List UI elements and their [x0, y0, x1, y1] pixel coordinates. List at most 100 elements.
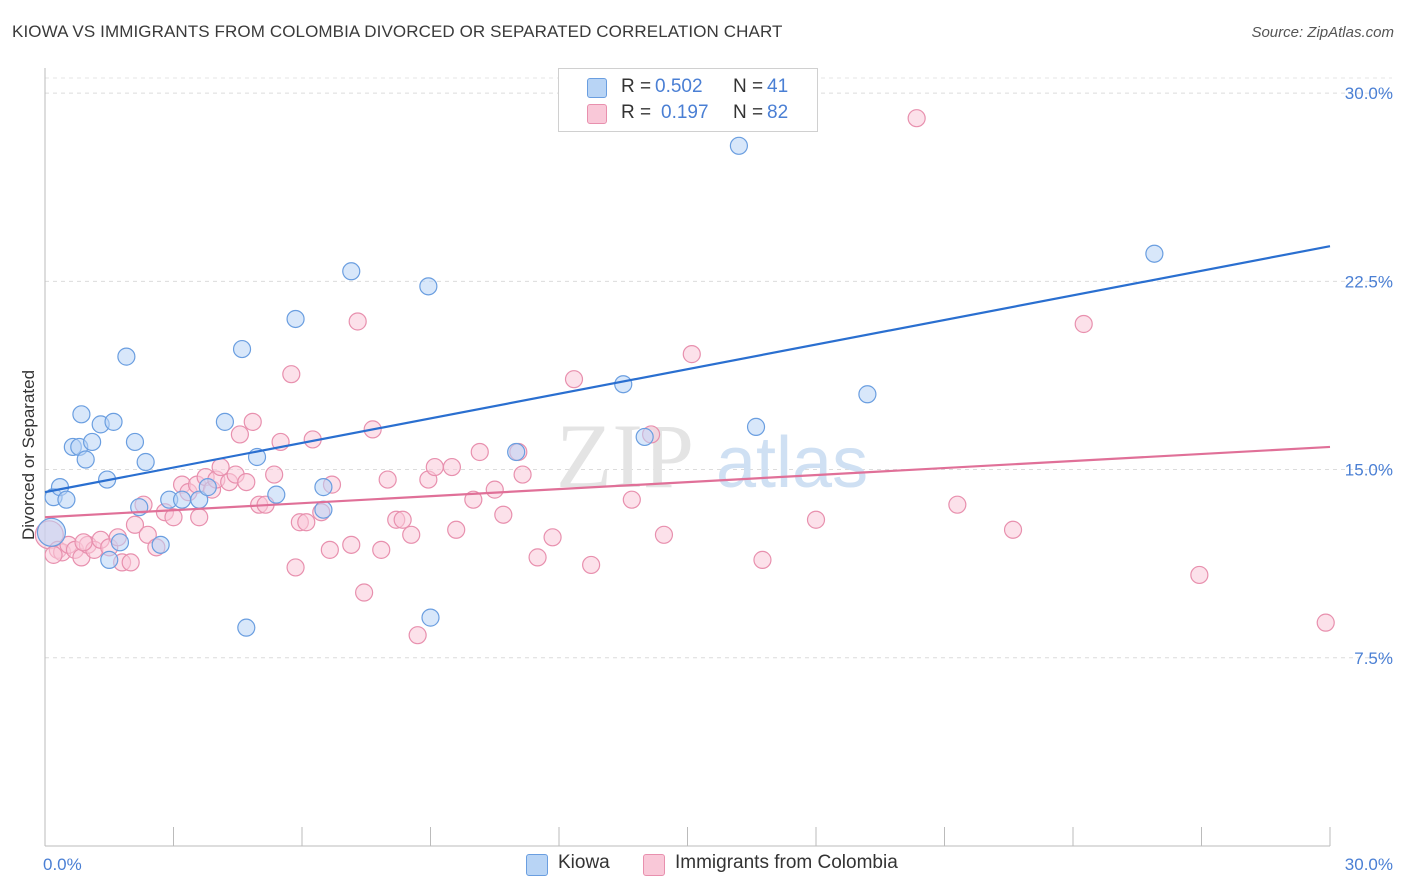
colombia-point [622, 490, 641, 509]
kiowa-point [57, 490, 76, 509]
colombia-point [753, 550, 772, 569]
kiowa-point [117, 347, 136, 366]
kiowa-point [215, 412, 234, 431]
colombia-point [543, 528, 562, 547]
colombia-point [408, 626, 427, 645]
colombia-point [464, 490, 483, 509]
x-tick-labels: 0.0% 30.0% [43, 855, 1393, 874]
series-colombia-points [34, 109, 1335, 645]
kiowa-point [507, 442, 526, 462]
legend-swatch-kiowa [587, 78, 607, 98]
colombia-trend-line [44, 445, 1331, 519]
kiowa-point [267, 485, 286, 504]
legend-r-value: 0.502 [655, 76, 703, 97]
grid-lines [45, 77, 1392, 659]
colombia-point [654, 525, 674, 544]
colombia-point [44, 545, 63, 564]
axes [44, 68, 1331, 847]
legend-swatch-kiowa [526, 854, 548, 876]
kiowa-point [72, 405, 91, 424]
colombia-point [138, 525, 157, 544]
kiowa-point [419, 277, 438, 296]
colombia-point [237, 472, 256, 492]
colombia-point [265, 465, 284, 484]
kiowa-point [83, 432, 102, 452]
colombia-point [74, 533, 93, 552]
y-tick-label: 7.5% [1354, 649, 1393, 668]
series-legend: Kiowa Immigrants from Colombia [0, 852, 1406, 878]
colombia-point [164, 508, 183, 527]
legend-r-label: R = [621, 102, 652, 123]
legend-row-colombia: R = 0.197 N = 82 [559, 101, 817, 127]
kiowa-point [421, 608, 440, 627]
kiowa-point [172, 490, 192, 509]
colombia-point [948, 495, 967, 514]
kiowa-point [729, 136, 749, 155]
colombia-point [282, 365, 301, 384]
kiowa-point [198, 478, 217, 497]
colombia-point [286, 558, 305, 577]
colombia-point [402, 525, 421, 544]
colombia-point [447, 520, 466, 539]
y-tick-label: 22.5% [1345, 272, 1393, 291]
colombia-point [564, 370, 584, 389]
kiowa-point [151, 535, 170, 554]
source-label: Source: ZipAtlas.com [1251, 24, 1394, 41]
colombia-point [348, 312, 367, 331]
kiowa-point [136, 452, 155, 472]
watermark: ZIP atlas [556, 405, 868, 507]
kiowa-point [1145, 244, 1164, 263]
y-tick-label: 15.0% [1345, 461, 1393, 480]
colombia-point [907, 109, 926, 128]
y-tick-labels: 7.5% 15.0% 22.5% 30.0% [1345, 84, 1393, 668]
colombia-point [125, 515, 145, 534]
correlation-legend: R = 0.502 N = 41 R = 0.197 N = 82 [558, 68, 818, 132]
kiowa-point [104, 412, 123, 431]
kiowa-point [614, 375, 633, 394]
colombia-point [682, 345, 701, 364]
colombia-point [582, 555, 601, 575]
colombia-point [320, 540, 339, 559]
legend-swatch-colombia [587, 104, 607, 124]
legend-label-colombia: Immigrants from Colombia [675, 852, 898, 873]
chart-title: KIOWA VS IMMIGRANTS FROM COLOMBIA DIVORC… [12, 22, 783, 41]
colombia-point [378, 470, 397, 489]
colombia-point [485, 480, 504, 499]
colombia-point [1316, 613, 1335, 632]
y-axis-label: Divorced or Separated [19, 370, 38, 540]
colombia-point [470, 442, 489, 462]
colombia-point [393, 510, 412, 529]
legend-row-kiowa: R = 0.502 N = 41 [559, 75, 817, 101]
colombia-point [297, 513, 316, 532]
kiowa-trend-line [44, 245, 1331, 494]
kiowa-point [746, 417, 766, 436]
kiowa-point [232, 339, 252, 359]
kiowa-point [125, 432, 145, 452]
colombia-point [190, 508, 209, 527]
kiowa-point [286, 309, 305, 329]
legend-label-kiowa: Kiowa [558, 852, 610, 873]
colombia-point [1190, 565, 1209, 585]
kiowa-point [237, 618, 256, 637]
colombia-point [230, 425, 249, 444]
colombia-point [211, 457, 230, 477]
colombia-point [1003, 520, 1023, 539]
colombia-point [494, 505, 513, 524]
kiowa-point [858, 385, 877, 404]
kiowa-point [110, 533, 130, 552]
legend-n-label: N = [733, 76, 764, 97]
x-tick-label: 0.0% [43, 855, 82, 874]
trend-lines [44, 245, 1331, 519]
series-kiowa-points [36, 136, 1164, 637]
kiowa-point [314, 478, 333, 497]
colombia-point [355, 583, 374, 602]
watermark-zip: ZIP [556, 405, 694, 507]
kiowa-point [36, 517, 67, 547]
colombia-point [342, 535, 361, 554]
colombia-point [442, 457, 462, 477]
colombia-point [121, 553, 140, 572]
x-tick-label: 30.0% [1345, 855, 1393, 874]
legend-r-label: R = [621, 76, 652, 97]
colombia-point [806, 510, 826, 529]
